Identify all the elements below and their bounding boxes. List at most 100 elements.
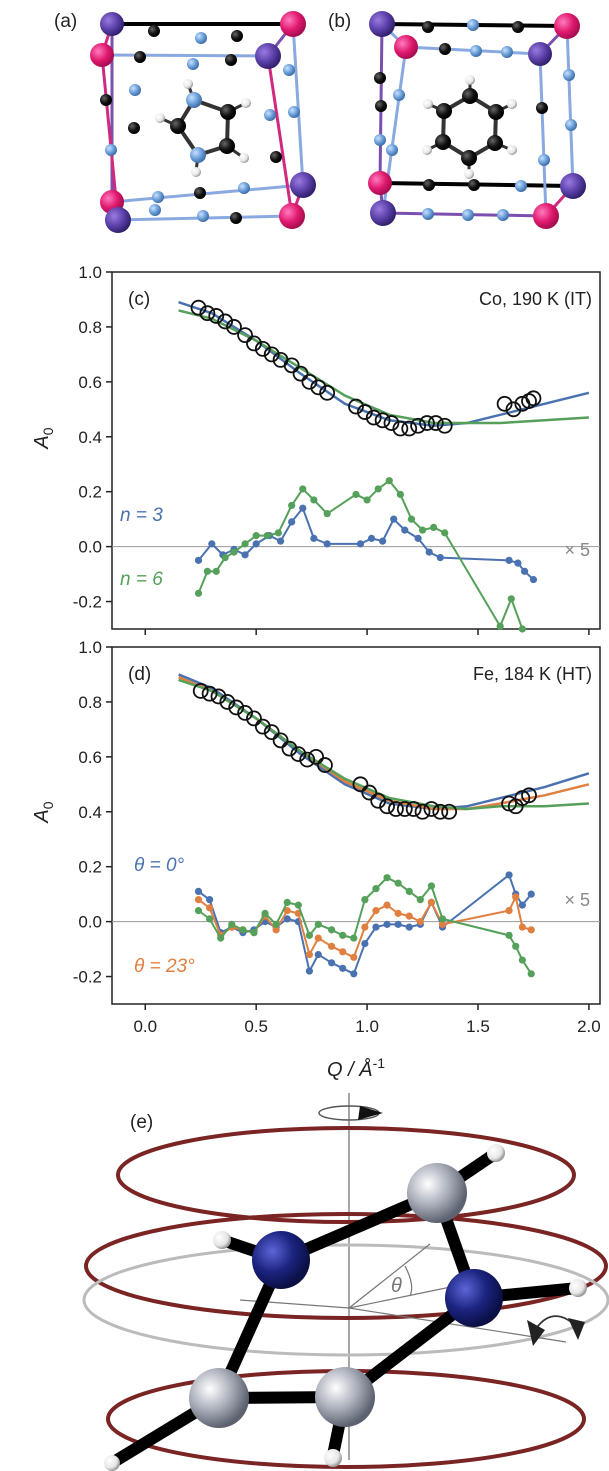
series-point xyxy=(252,540,260,548)
series-point xyxy=(350,953,358,961)
series-point xyxy=(276,537,285,545)
data-point xyxy=(201,685,218,702)
x-ticks-c xyxy=(144,629,590,635)
series-point xyxy=(288,501,296,510)
data-point xyxy=(246,710,262,727)
x-tick-label: 1.5 xyxy=(466,1017,490,1036)
x-axis-label-sup: -1 xyxy=(373,1055,386,1071)
series-point xyxy=(339,948,347,956)
series-point xyxy=(372,885,380,893)
framework-linker-atoms-a xyxy=(100,25,300,224)
series-point xyxy=(527,926,535,934)
data-point xyxy=(370,792,387,809)
series-point xyxy=(356,540,365,548)
series-point xyxy=(272,926,280,934)
y-tick-label: 0.0 xyxy=(78,913,102,932)
axes-frame-c xyxy=(111,271,601,630)
series-point xyxy=(425,548,433,556)
series-point xyxy=(314,920,322,928)
series-point xyxy=(527,890,535,898)
x-axis-label: Q / Å-1 xyxy=(327,1055,385,1081)
data-point xyxy=(356,404,373,420)
series-point xyxy=(396,490,404,499)
series-point xyxy=(352,490,360,499)
data-point xyxy=(392,420,409,437)
series-point xyxy=(441,529,449,537)
series-point xyxy=(328,942,336,950)
orbit-ring-middle xyxy=(84,1212,608,1320)
data-point xyxy=(379,798,395,815)
series-point xyxy=(339,931,347,939)
chart-annotation-d: Fe, 184 K (HT) xyxy=(473,664,592,684)
series-point xyxy=(383,901,391,909)
data-point xyxy=(263,724,280,741)
y-tick-label: 0.2 xyxy=(78,858,102,877)
data-point xyxy=(290,746,307,762)
data-point xyxy=(217,313,234,330)
data-point xyxy=(496,395,513,412)
data-point xyxy=(210,688,227,705)
chart-panel-d: -0.2 0.0 0.2 0.4 0.6 0.8 1.0 0.0 0.5 1.0 1.5 2.0 (… xyxy=(31,638,601,1081)
y-ticks-d: -0.2 0.0 0.2 0.4 0.6 0.8 1.0 xyxy=(73,638,112,987)
series-point xyxy=(283,915,291,923)
metal-nodes-b xyxy=(368,11,586,229)
series-point xyxy=(372,923,380,931)
series-point xyxy=(305,931,314,939)
panel-a: (a) xyxy=(54,11,316,233)
series-point xyxy=(272,920,280,928)
y-tick-label: 0.8 xyxy=(78,693,102,712)
series-point xyxy=(427,898,436,906)
series-point xyxy=(241,540,249,548)
series-point xyxy=(361,939,369,948)
data-point xyxy=(405,801,422,817)
x-tick-label: 1.0 xyxy=(355,1017,379,1036)
series-point xyxy=(394,909,402,917)
series-point xyxy=(263,532,271,540)
series-point xyxy=(507,595,515,603)
series-point xyxy=(414,534,422,542)
data-point xyxy=(208,308,225,324)
series-point xyxy=(252,532,260,540)
series-point xyxy=(274,529,282,537)
data-point xyxy=(436,417,453,434)
data-point xyxy=(383,415,400,431)
data-point xyxy=(352,776,369,793)
panel-label-d: (d) xyxy=(128,664,151,685)
series-point xyxy=(430,523,438,531)
series-point xyxy=(261,909,269,917)
y-tick-label: 0.4 xyxy=(78,428,102,447)
series-point xyxy=(385,477,393,485)
panel-e: (e) θ xyxy=(82,1093,609,1471)
data-point xyxy=(348,398,364,415)
data-point xyxy=(419,415,435,431)
y-tick-label: 0.6 xyxy=(78,748,102,767)
series-point xyxy=(323,510,331,518)
series-point xyxy=(328,926,336,934)
series-point xyxy=(367,534,376,542)
data-point xyxy=(505,401,522,418)
series-point xyxy=(305,967,314,975)
data-point xyxy=(292,365,309,382)
orbit-ring-top xyxy=(116,1126,576,1224)
data-point xyxy=(199,305,216,322)
series-point xyxy=(314,950,322,959)
data-point xyxy=(521,787,537,804)
data-point xyxy=(310,379,327,396)
series-point xyxy=(505,931,513,939)
data-point xyxy=(237,327,253,344)
series-point xyxy=(390,515,398,523)
panel-label-a: (a) xyxy=(54,11,77,32)
series-point xyxy=(283,898,291,906)
data-point xyxy=(410,417,427,434)
series-point xyxy=(203,567,211,575)
series-point xyxy=(512,893,520,901)
series-point xyxy=(374,485,382,493)
series-point xyxy=(505,556,513,564)
data-point xyxy=(281,740,298,757)
scale-note-d: × 5 xyxy=(564,890,590,910)
y-tick-label: -0.2 xyxy=(73,968,102,987)
data-point xyxy=(263,346,280,363)
series-point xyxy=(328,959,336,967)
series-point xyxy=(518,625,526,633)
y-tick-label: -0.2 xyxy=(73,593,102,612)
